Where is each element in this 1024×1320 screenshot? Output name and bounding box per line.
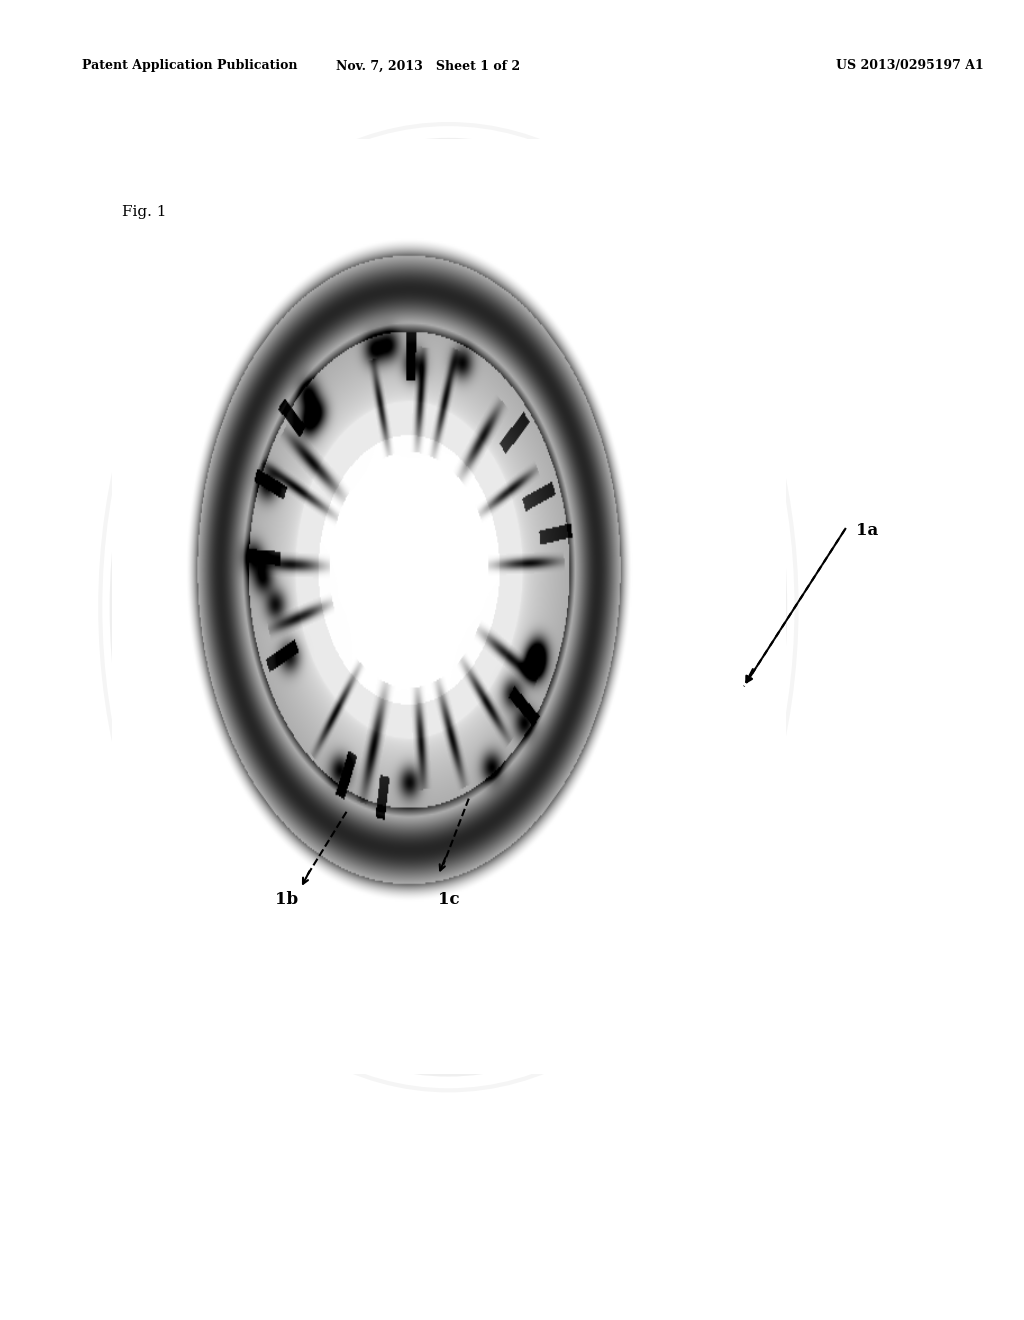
Text: 1a: 1a (856, 521, 879, 539)
Text: Patent Application Publication: Patent Application Publication (82, 59, 297, 73)
Text: US 2013/0295197 A1: US 2013/0295197 A1 (836, 59, 983, 73)
Text: 1c: 1c (438, 891, 460, 908)
Text: Nov. 7, 2013   Sheet 1 of 2: Nov. 7, 2013 Sheet 1 of 2 (336, 59, 520, 73)
Text: Fig. 1: Fig. 1 (122, 205, 167, 219)
Text: 1b: 1b (275, 891, 298, 908)
